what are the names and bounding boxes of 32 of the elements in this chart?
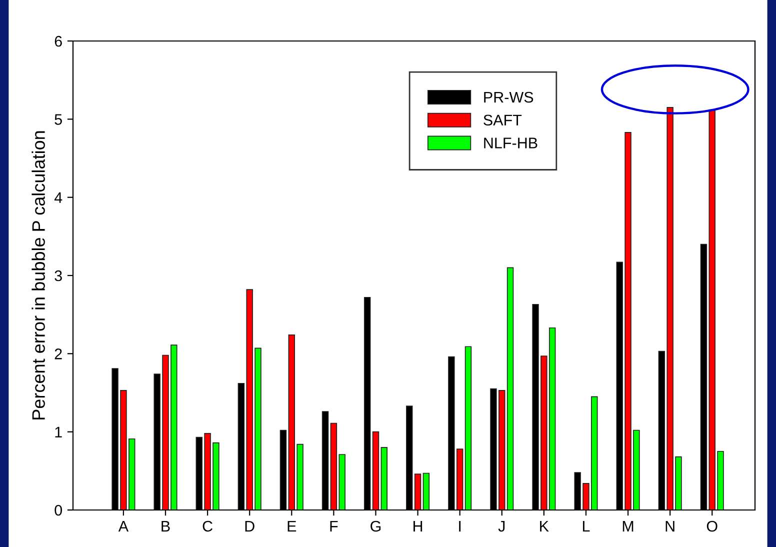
bar bbox=[422, 472, 430, 510]
bar bbox=[372, 431, 380, 510]
y-tick-label: 3 bbox=[54, 270, 62, 282]
x-tick-label: H bbox=[414, 520, 422, 532]
x-tick-label: L bbox=[582, 520, 590, 532]
x-tick-label: M bbox=[622, 520, 634, 532]
x-tick-label: B bbox=[162, 520, 170, 532]
x-tick-label: N bbox=[666, 520, 674, 532]
x-tick-label: C bbox=[202, 520, 212, 532]
legend-label: PR-WS bbox=[484, 92, 534, 103]
bar bbox=[464, 346, 472, 510]
x-tick-label: A bbox=[118, 520, 129, 532]
bar bbox=[414, 474, 422, 510]
x-tick-label: D bbox=[245, 520, 254, 532]
legend-label: SAFT bbox=[484, 114, 522, 126]
y-tick-label: 4 bbox=[54, 192, 62, 203]
y-tick-label: 2 bbox=[54, 348, 62, 360]
y-tick-label: 0 bbox=[54, 504, 62, 516]
x-tick-label: G bbox=[370, 520, 381, 532]
x-tick-label: J bbox=[498, 520, 505, 532]
y-axis-title: Percent error in bubble P calculation bbox=[32, 131, 45, 420]
x-tick-label: E bbox=[288, 520, 296, 532]
y-tick-label: 6 bbox=[54, 36, 62, 47]
x-tick-label: K bbox=[540, 520, 549, 532]
bar bbox=[380, 447, 388, 510]
x-tick-label: O bbox=[706, 520, 718, 532]
x-tick-label: I bbox=[459, 520, 461, 532]
bar bbox=[506, 267, 514, 510]
x-tick-label: F bbox=[330, 520, 338, 532]
legend-label: NLF-HB bbox=[484, 138, 538, 148]
y-tick-label: 5 bbox=[54, 114, 62, 125]
y-tick-label: 1 bbox=[55, 426, 62, 438]
